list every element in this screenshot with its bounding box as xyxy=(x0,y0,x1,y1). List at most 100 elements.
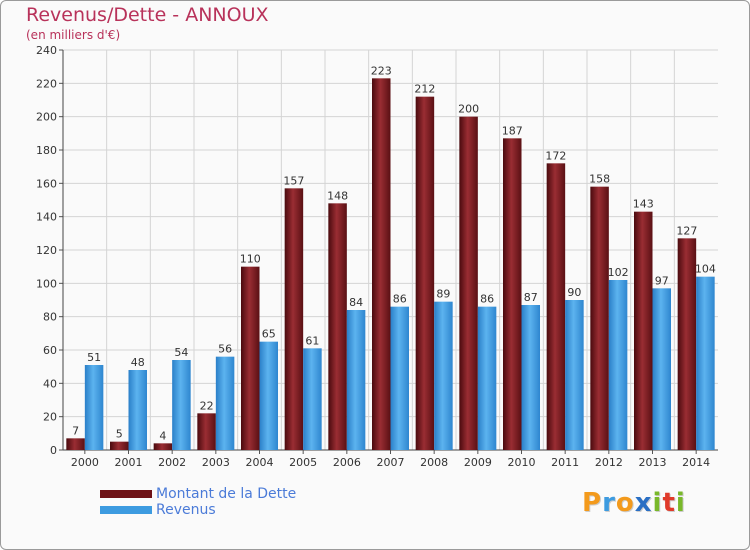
bar-revenue xyxy=(390,306,409,450)
y-tick-label: 240 xyxy=(36,44,57,57)
x-tick-label: 2007 xyxy=(377,456,405,469)
y-tick-label: 100 xyxy=(36,277,57,290)
bar-debt xyxy=(459,116,478,451)
x-tick-label: 2000 xyxy=(71,456,99,469)
data-label: 102 xyxy=(608,266,629,279)
bar-revenue xyxy=(565,300,584,450)
logo-letter: t xyxy=(662,488,676,518)
x-tick-label: 2014 xyxy=(682,456,710,469)
y-tick-label: 40 xyxy=(43,377,57,390)
bar-debt xyxy=(153,443,173,450)
bar-revenue xyxy=(303,348,322,450)
data-label: 97 xyxy=(655,274,669,287)
data-label: 212 xyxy=(414,83,435,96)
bar-debt xyxy=(634,211,653,450)
bar-revenue xyxy=(172,360,191,450)
x-tick-label: 2013 xyxy=(639,456,667,469)
data-label: 86 xyxy=(480,293,494,306)
x-tick-label: 2001 xyxy=(115,456,143,469)
legend-swatch-debt xyxy=(100,490,152,498)
data-label: 200 xyxy=(458,103,479,116)
legend-item-debt: Montant de la Dette xyxy=(100,486,296,502)
bar-revenue xyxy=(434,301,453,450)
data-label: 86 xyxy=(393,293,407,306)
bars xyxy=(66,78,715,451)
data-label: 148 xyxy=(327,189,348,202)
legend-swatch-revenue xyxy=(100,506,152,514)
x-tick-label: 2003 xyxy=(202,456,230,469)
data-label: 90 xyxy=(567,286,581,299)
bar-debt xyxy=(546,163,566,451)
logo-letter: i xyxy=(652,488,663,518)
data-label: 84 xyxy=(349,296,363,309)
bar-debt xyxy=(677,238,697,450)
logo-letter: P xyxy=(582,488,603,518)
logo-letter: x xyxy=(634,488,653,518)
bar-revenue xyxy=(259,341,278,450)
x-tick-label: 2002 xyxy=(158,456,186,469)
x-tick-label: 2008 xyxy=(420,456,448,469)
x-tick-label: 2012 xyxy=(595,456,623,469)
data-label: 157 xyxy=(283,174,304,187)
data-label: 127 xyxy=(676,224,697,237)
data-label: 56 xyxy=(218,343,232,356)
bar-revenue xyxy=(215,356,235,450)
data-label: 223 xyxy=(371,64,392,77)
bar-revenue xyxy=(477,306,497,450)
data-label: 54 xyxy=(174,346,188,359)
y-tick-label: 60 xyxy=(43,344,57,357)
x-tick-label: 2011 xyxy=(551,456,579,469)
data-label: 158 xyxy=(589,173,610,186)
data-label: 87 xyxy=(524,291,538,304)
bar-revenue xyxy=(128,370,147,450)
y-tick-label: 140 xyxy=(36,211,57,224)
bar-revenue xyxy=(608,280,628,450)
data-label: 22 xyxy=(200,399,214,412)
data-label: 4 xyxy=(159,429,166,442)
data-label: 7 xyxy=(72,424,79,437)
y-tick-label: 0 xyxy=(50,444,57,457)
data-label: 110 xyxy=(240,253,261,266)
x-tick-label: 2006 xyxy=(333,456,361,469)
bar-revenue xyxy=(346,310,366,450)
legend-label-debt: Montant de la Dette xyxy=(156,486,297,502)
bar-debt xyxy=(372,78,391,450)
chart-subtitle: (en milliers d'€) xyxy=(26,28,121,42)
bar-revenue xyxy=(521,305,540,450)
y-tick-label: 180 xyxy=(36,144,57,157)
data-label: 89 xyxy=(436,288,450,301)
bar-debt xyxy=(66,438,85,450)
labels: 0204060801001201401601802002202402000751… xyxy=(36,44,716,469)
data-label: 48 xyxy=(131,356,145,369)
data-label: 187 xyxy=(502,124,523,137)
legend-item-revenue: Revenus xyxy=(100,502,296,518)
bar-debt xyxy=(110,441,129,450)
y-tick-label: 160 xyxy=(36,177,57,190)
bar-revenue xyxy=(84,365,104,450)
y-tick-label: 220 xyxy=(36,77,57,90)
data-label: 104 xyxy=(695,263,716,276)
legend: Montant de la Dette Revenus xyxy=(100,486,296,518)
bar-debt xyxy=(590,186,609,450)
proxiti-logo: Proxiti xyxy=(582,488,686,518)
bar-debt xyxy=(328,203,347,450)
y-tick-label: 120 xyxy=(36,244,57,257)
bar-debt xyxy=(241,266,260,450)
x-tick-label: 2004 xyxy=(246,456,274,469)
x-tick-label: 2009 xyxy=(464,456,492,469)
chart-title: Revenus/Dette - ANNOUX xyxy=(26,4,269,26)
x-tick-label: 2010 xyxy=(508,456,536,469)
bar-debt xyxy=(284,188,304,451)
logo-letter: r xyxy=(602,488,616,518)
bar-revenue xyxy=(696,276,715,450)
y-tick-label: 20 xyxy=(43,411,57,424)
legend-label-revenue: Revenus xyxy=(156,502,216,518)
data-label: 143 xyxy=(633,198,654,211)
bar-debt xyxy=(197,413,216,450)
bar-revenue xyxy=(652,288,671,450)
y-tick-label: 200 xyxy=(36,111,57,124)
data-label: 65 xyxy=(262,328,276,341)
logo-letter: o xyxy=(615,488,635,518)
bar-debt xyxy=(503,138,522,451)
